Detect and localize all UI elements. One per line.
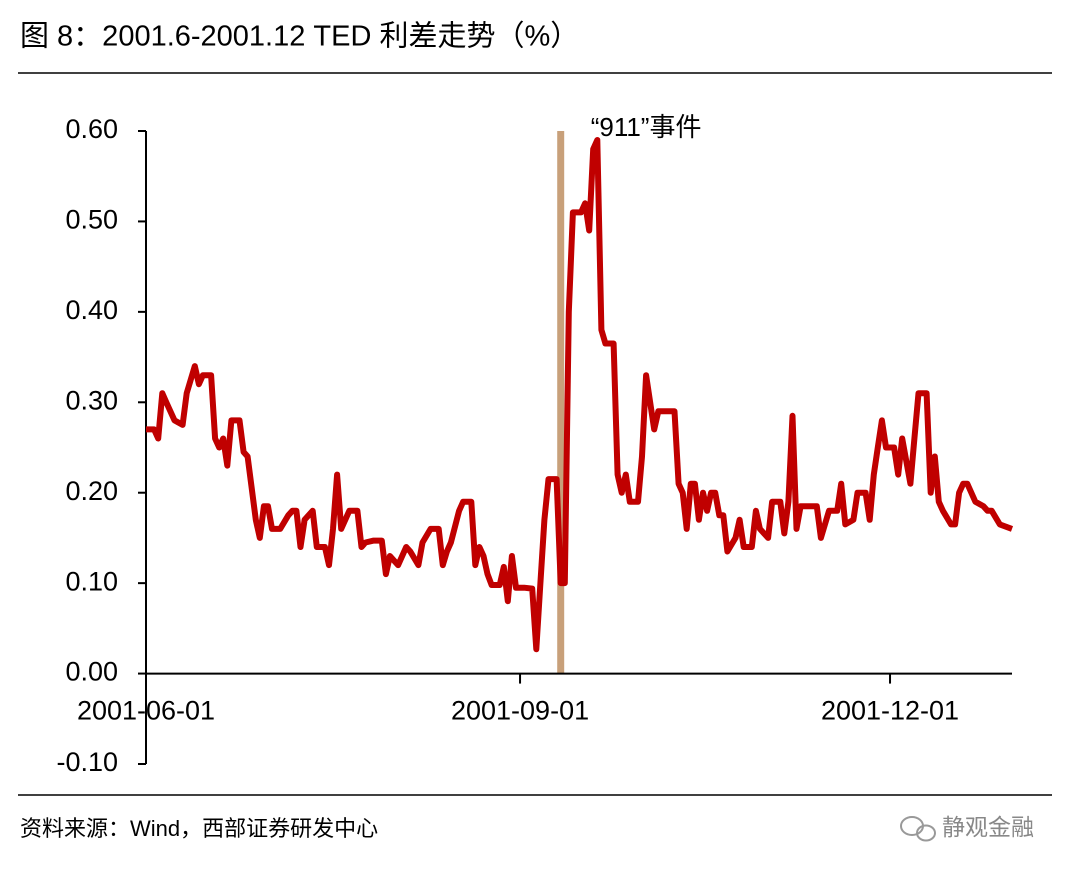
y-tick-label: 0.60 <box>65 114 118 144</box>
y-tick-label: 0.20 <box>65 476 118 506</box>
chart-title: 图 8：2001.6-2001.12 TED 利差走势（%） <box>20 20 579 53</box>
y-tick-label: -0.10 <box>56 747 118 777</box>
y-tick-label: 0.30 <box>65 385 118 415</box>
y-tick-label: 0.00 <box>65 657 118 687</box>
x-tick-label: 2001-12-01 <box>821 696 959 726</box>
y-tick-label: 0.10 <box>65 566 118 596</box>
x-tick-label: 2001-06-01 <box>77 696 215 726</box>
watermark-icon <box>900 816 936 842</box>
event-label: “911”事件 <box>591 112 702 142</box>
y-tick-label: 0.50 <box>65 205 118 235</box>
data-line <box>146 137 1014 653</box>
watermark: 静观金融 <box>942 814 1034 840</box>
x-tick-label: 2001-09-01 <box>451 696 589 726</box>
source-note: 资料来源：Wind，西部证券研发中心 <box>20 816 378 841</box>
y-tick-label: 0.40 <box>65 295 118 325</box>
